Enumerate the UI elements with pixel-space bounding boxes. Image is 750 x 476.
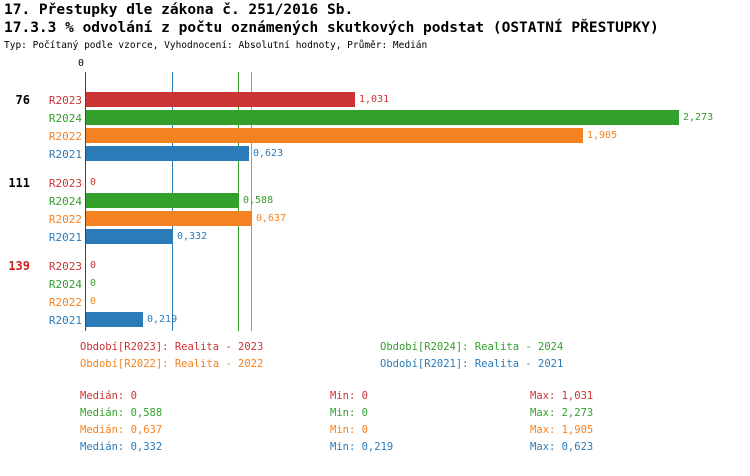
series-row-label: R2023 bbox=[48, 260, 82, 273]
bar-value-label: 0,332 bbox=[177, 231, 208, 242]
chart-title-line2: 17.3.3 % odvolání z počtu oznámených sku… bbox=[4, 20, 659, 36]
stat-median-r2023: Medián: 0 bbox=[80, 390, 137, 402]
bar-value-label: 0,623 bbox=[253, 148, 284, 159]
x-axis-zero-label: 0 bbox=[78, 58, 85, 69]
legend-item-r2024: Období[R2024]: Realita - 2024 bbox=[380, 341, 564, 353]
legend-item-r2022: Období[R2022]: Realita - 2022 bbox=[80, 358, 264, 370]
stat-median-r2021: Medián: 0,332 bbox=[80, 441, 163, 453]
bar-r2021 bbox=[86, 312, 143, 327]
series-row-label: R2022 bbox=[48, 296, 82, 309]
chart-meta-line: Typ: Počítaný podle vzorce, Vyhodnocení:… bbox=[4, 40, 428, 51]
series-row-label: R2024 bbox=[48, 112, 82, 125]
stat-max-r2023: Max: 1,031 bbox=[530, 390, 594, 402]
bar-value-label: 1,905 bbox=[587, 130, 618, 141]
group-label: 76 bbox=[15, 93, 30, 107]
stat-min-r2023: Min: 0 bbox=[330, 390, 368, 402]
bar-value-label: 2,273 bbox=[683, 112, 714, 123]
bar-value-label: 1,031 bbox=[359, 94, 390, 105]
series-row-label: R2022 bbox=[48, 213, 82, 226]
stat-max-r2021: Max: 0,623 bbox=[530, 441, 594, 453]
stat-median-r2024: Medián: 0,588 bbox=[80, 407, 163, 419]
stat-median-r2022: Medián: 0,637 bbox=[80, 424, 163, 436]
bar-r2024 bbox=[86, 193, 239, 208]
legend-item-r2021: Období[R2021]: Realita - 2021 bbox=[380, 358, 564, 370]
series-row-label: R2023 bbox=[48, 177, 82, 190]
chart-title-line1: 17. Přestupky dle zákona č. 251/2016 Sb. bbox=[4, 2, 354, 18]
bar-r2021 bbox=[86, 146, 249, 161]
stat-min-r2021: Min: 0,219 bbox=[330, 441, 394, 453]
series-row-label: R2022 bbox=[48, 130, 82, 143]
bar-value-label: 0,637 bbox=[256, 213, 287, 224]
bar-value-label: 0,219 bbox=[147, 314, 178, 325]
stat-max-r2024: Max: 2,273 bbox=[530, 407, 594, 419]
series-row-label: R2023 bbox=[48, 94, 82, 107]
group-label: 111 bbox=[8, 176, 30, 190]
series-row-label: R2021 bbox=[48, 314, 82, 327]
bar-r2022 bbox=[86, 128, 583, 143]
bar-r2021 bbox=[86, 229, 173, 244]
bar-value-label: 0,588 bbox=[243, 195, 274, 206]
bar-value-label: 0 bbox=[90, 177, 97, 188]
group-label: 139 bbox=[8, 259, 30, 273]
series-row-label: R2024 bbox=[48, 195, 82, 208]
stat-min-r2024: Min: 0 bbox=[330, 407, 368, 419]
bar-r2022 bbox=[86, 211, 252, 226]
stat-min-r2022: Min: 0 bbox=[330, 424, 368, 436]
bar-r2024 bbox=[86, 110, 679, 125]
bar-r2023 bbox=[86, 92, 355, 107]
bar-value-label: 0 bbox=[90, 296, 97, 307]
series-row-label: R2021 bbox=[48, 148, 82, 161]
stat-max-r2022: Max: 1,905 bbox=[530, 424, 594, 436]
series-row-label: R2021 bbox=[48, 231, 82, 244]
median-line-r2022 bbox=[251, 72, 252, 331]
series-row-label: R2024 bbox=[48, 278, 82, 291]
bar-value-label: 0 bbox=[90, 260, 97, 271]
legend-item-r2023: Období[R2023]: Realita - 2023 bbox=[80, 341, 264, 353]
y-axis-line bbox=[85, 72, 86, 331]
bar-value-label: 0 bbox=[90, 278, 97, 289]
